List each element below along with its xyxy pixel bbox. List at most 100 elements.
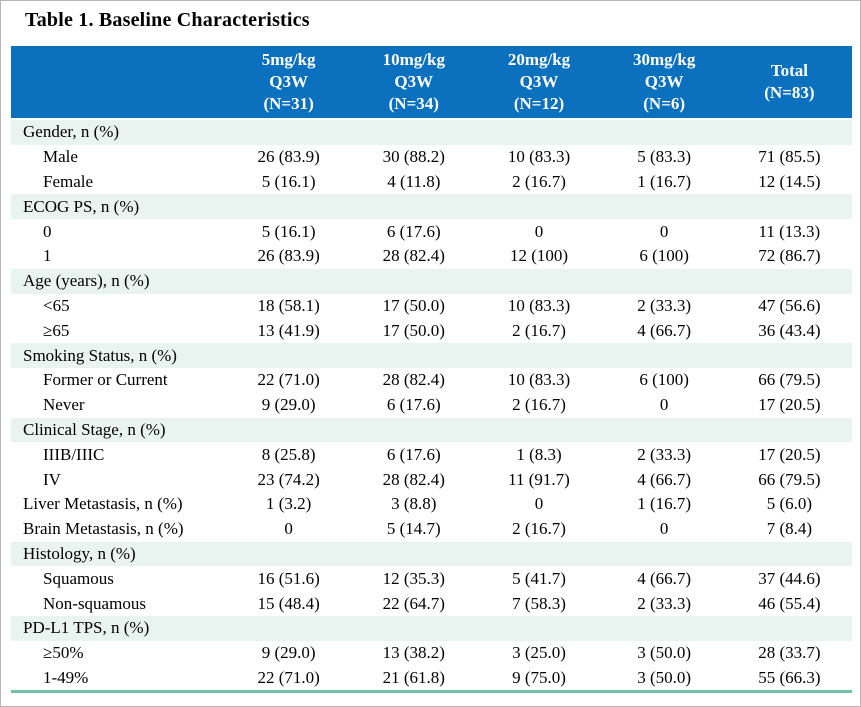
header-line: Q3W	[519, 72, 559, 91]
cell-value	[226, 418, 351, 443]
cell-value	[351, 269, 476, 294]
cell-value: 0	[659, 395, 669, 415]
cell-value	[727, 119, 852, 145]
cell-value: 5 (16.1)	[261, 171, 316, 191]
cell-value: 6 (100)	[639, 246, 689, 266]
cell-value: 0	[659, 221, 669, 241]
cell-value: 2 (33.3)	[637, 295, 692, 315]
cell-value: 6 (17.6)	[386, 221, 441, 241]
cell-value: 13 (38.2)	[382, 643, 445, 663]
row-label: ECOG PS, n (%)	[23, 196, 140, 216]
table-row: Liver Metastasis, n (%) 1 (3.2) 3 (8.8) …	[11, 492, 852, 517]
cell-value: 28 (82.4)	[382, 246, 445, 266]
cell-value: 3 (50.0)	[601, 665, 727, 694]
header-line: (N=34)	[388, 94, 439, 113]
baseline-characteristics-table: 5mg/kg Q3W (N=31) 10mg/kg Q3W (N=34) 20m…	[11, 46, 852, 694]
table-row: 1-49% 22 (71.0) 21 (61.8) 9 (75.0) 3 (50…	[11, 665, 852, 694]
cell-value	[602, 119, 727, 145]
cell-value	[476, 418, 601, 443]
cell-value: 9 (29.0)	[261, 395, 316, 415]
cell-value: 3 (50.0)	[637, 643, 692, 663]
cell-value	[226, 194, 351, 219]
cell-value: 1 (16.7)	[637, 171, 692, 191]
table-row: Brain Metastasis, n (%) 0 5 (14.7) 2 (16…	[11, 517, 852, 542]
row-label: Smoking Status, n (%)	[23, 345, 177, 365]
table-row: Never 9 (29.0) 6 (17.6) 2 (16.7) 0 17 (2…	[11, 393, 852, 418]
cell-value: 26 (83.9)	[257, 246, 320, 266]
header-line: (N=12)	[513, 94, 565, 113]
cell-value	[727, 542, 852, 567]
header-line: 20mg/kg	[507, 50, 571, 69]
row-label: Squamous	[43, 568, 114, 588]
cell-value	[351, 194, 476, 219]
cell-value: 4 (66.7)	[637, 469, 692, 489]
header-line: Q3W	[269, 72, 308, 91]
table-row: Non-squamous 15 (48.4) 22 (64.7) 7 (58.3…	[11, 591, 852, 616]
header-line: 10mg/kg	[382, 50, 445, 69]
header-line: (N=6)	[643, 94, 686, 113]
table-header-row: 5mg/kg Q3W (N=31) 10mg/kg Q3W (N=34) 20m…	[11, 46, 852, 120]
cell-value: 3 (8.8)	[391, 494, 437, 514]
cell-value: 10 (83.3)	[507, 370, 571, 390]
header-line: Total	[770, 61, 808, 80]
row-label: ≥65	[43, 320, 70, 340]
cell-value	[226, 542, 351, 567]
cell-value	[351, 343, 476, 368]
header-line: 30mg/kg	[633, 50, 696, 69]
cell-value: 11 (13.3)	[758, 221, 821, 241]
cell-value: 9 (75.0)	[476, 665, 602, 694]
table-row: ≥50% 9 (29.0) 13 (38.2) 3 (25.0) 3 (50.0…	[11, 641, 852, 666]
header-col-10mgkg: 10mg/kg Q3W (N=34)	[351, 46, 477, 120]
cell-value: 11 (91.7)	[508, 469, 570, 489]
table-row: PD-L1 TPS, n (%)	[11, 615, 852, 641]
cell-value: 4 (66.7)	[637, 320, 692, 340]
cell-value: 30 (88.2)	[382, 147, 445, 167]
cell-value: 46 (55.4)	[758, 593, 821, 613]
cell-value: 22 (71.0)	[257, 370, 320, 390]
cell-value	[476, 269, 601, 294]
cell-value	[476, 616, 601, 641]
cell-value: 4 (11.8)	[387, 171, 441, 191]
cell-value: 26 (83.9)	[257, 147, 320, 167]
cell-value: 6 (17.6)	[386, 395, 441, 415]
cell-value: 28 (82.4)	[382, 370, 445, 390]
cell-value: 0	[534, 494, 544, 514]
cell-value: 2 (16.7)	[512, 519, 566, 539]
cell-value: 1 (16.7)	[637, 494, 692, 514]
row-label: IV	[43, 469, 61, 489]
table-row: Smoking Status, n (%)	[11, 343, 852, 368]
row-label: Liver Metastasis, n (%)	[23, 494, 183, 514]
page-title: Table 1. Baseline Characteristics	[25, 9, 310, 31]
cell-value	[226, 616, 351, 641]
cell-value	[602, 418, 727, 443]
cell-value: 17 (50.0)	[382, 320, 445, 340]
row-label: ≥50%	[43, 643, 84, 663]
table-row: ≥65 13 (41.9) 17 (50.0) 2 (16.7) 4 (66.7…	[11, 318, 852, 343]
cell-value: 2 (33.3)	[637, 444, 692, 464]
cell-value	[476, 119, 601, 145]
cell-value: 3 (25.0)	[512, 643, 566, 663]
header-line: (N=83)	[764, 83, 815, 102]
cell-value: 71 (85.5)	[758, 147, 821, 167]
cell-value	[727, 194, 852, 219]
row-label: Gender, n (%)	[23, 122, 120, 142]
row-label: Clinical Stage, n (%)	[23, 419, 166, 439]
row-label: 0	[43, 221, 52, 241]
cell-value: 28 (82.4)	[382, 469, 445, 489]
table-row: Former or Current 22 (71.0) 28 (82.4) 10…	[11, 368, 852, 393]
cell-value: 36 (43.4)	[758, 320, 821, 340]
cell-value: 5 (14.7)	[386, 519, 441, 539]
cell-value: 55 (66.3)	[726, 665, 852, 694]
cell-value: 72 (86.7)	[758, 246, 821, 266]
cell-value: 23 (74.2)	[257, 469, 320, 489]
cell-value: 2 (33.3)	[637, 593, 692, 613]
cell-value: 16 (51.6)	[257, 568, 320, 588]
cell-value: 17 (20.5)	[758, 395, 821, 415]
row-label: Non-squamous	[43, 593, 146, 613]
cell-value: 5 (83.3)	[637, 147, 692, 167]
cell-value	[476, 343, 601, 368]
row-label: IIIB/IIIC	[43, 444, 105, 464]
cell-value: 5 (41.7)	[512, 568, 566, 588]
header-line: Q3W	[394, 72, 434, 91]
row-label: PD-L1 TPS, n (%)	[23, 618, 150, 638]
